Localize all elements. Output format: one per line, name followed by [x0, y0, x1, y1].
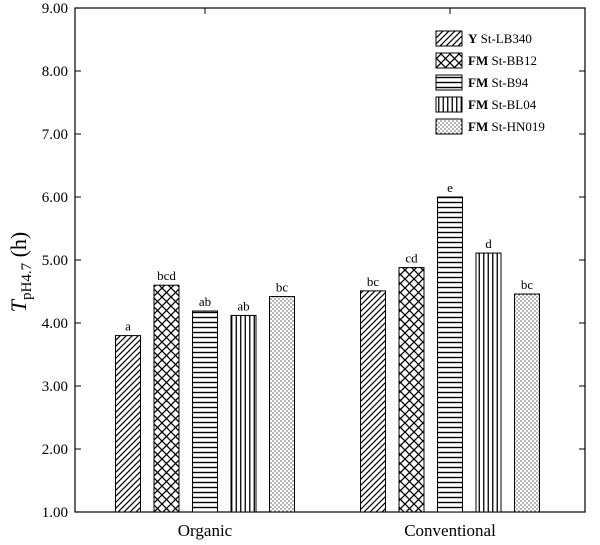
bar-dots — [269, 296, 295, 513]
legend-label: FM St-BB12 — [468, 53, 537, 68]
y-tick-label: 3.00 — [42, 379, 68, 395]
legend-swatch — [435, 74, 463, 91]
legend-swatch — [435, 30, 463, 47]
y-tick-label: 5.00 — [42, 253, 68, 269]
legend-label-prefix: FM — [468, 75, 488, 90]
legend-label-name: St-BB12 — [488, 53, 537, 68]
legend-swatch — [435, 118, 463, 135]
bar-vertical — [230, 314, 257, 513]
data-label: ab — [199, 294, 211, 309]
legend-label: FM St-HN019 — [468, 119, 545, 134]
legend-label-prefix: FM — [468, 97, 488, 112]
data-label: d — [485, 236, 492, 251]
bars-group: a bc bcd cd ab e ab d bc bc — [115, 180, 540, 513]
data-label: a — [125, 319, 131, 334]
data-label: bc — [521, 277, 534, 292]
bar-dots — [514, 293, 540, 513]
legend-label-name: St-B94 — [488, 75, 529, 90]
y-tick-label: 1.00 — [42, 505, 68, 521]
legend-label: FM St-BL04 — [468, 97, 537, 112]
legend-label-prefix: Y — [468, 31, 478, 46]
data-label: e — [447, 180, 453, 195]
data-label: ab — [237, 298, 249, 313]
bar-horizontal — [437, 196, 463, 513]
y-tick-label: 8.00 — [42, 64, 68, 80]
legend-swatch — [435, 52, 463, 69]
x-category-label: Organic — [178, 521, 233, 540]
bar-crosshatch — [153, 284, 180, 513]
legend-label-name: St-LB340 — [477, 31, 532, 46]
bar-horizontal — [192, 310, 218, 513]
bar-vertical — [475, 252, 502, 513]
y-tick-label: 2.00 — [42, 442, 68, 458]
bar-crosshatch — [398, 267, 425, 513]
y-tick-label: 7.00 — [42, 127, 68, 143]
legend-label-name: St-BL04 — [488, 97, 537, 112]
x-category-label: Conventional — [404, 521, 496, 540]
data-label: cd — [405, 251, 418, 266]
legend-label-prefix: FM — [468, 53, 488, 68]
data-label: bc — [276, 280, 289, 295]
legend-swatch — [435, 96, 463, 113]
y-tick-label: 6.00 — [42, 190, 68, 206]
y-axis-label: TpH4.7 (h) — [6, 232, 35, 313]
plot-area: 1.00 2.00 3.00 4.00 5.00 6.00 7.00 8.00 9.00 Orga… — [42, 1, 586, 540]
bar-diagonal — [115, 335, 141, 513]
y-tick-label: 4.00 — [42, 316, 68, 332]
data-label: bc — [367, 274, 380, 289]
data-label: bcd — [157, 268, 176, 283]
legend-label-name: St-HN019 — [488, 119, 545, 134]
legend-label-prefix: FM — [468, 119, 488, 134]
legend-label: Y St-LB340 — [468, 31, 532, 46]
legend-label: FM St-B94 — [468, 75, 529, 90]
bar-diagonal — [360, 290, 386, 513]
y-tick-label: 9.00 — [42, 1, 68, 17]
